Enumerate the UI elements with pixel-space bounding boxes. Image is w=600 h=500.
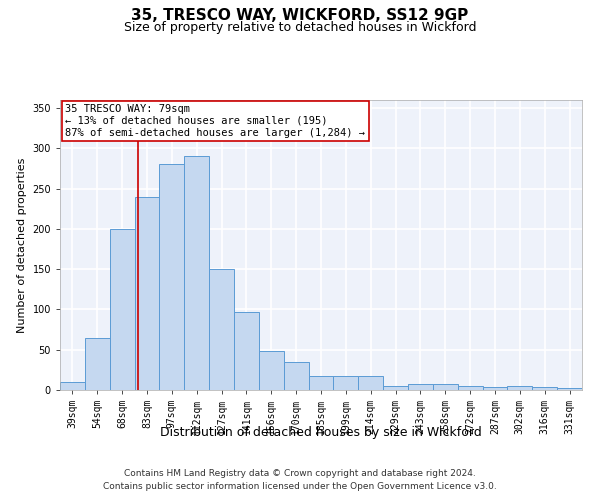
Bar (408, 384, 433, 390)
Bar (458, 386, 482, 390)
Text: Size of property relative to detached houses in Wickford: Size of property relative to detached ho… (124, 21, 476, 34)
Y-axis label: Number of detached properties: Number of detached properties (17, 158, 27, 332)
Bar (334, 376, 358, 390)
Text: 35 TRESCO WAY: 79sqm
← 13% of detached houses are smaller (195)
87% of semi-deta: 35 TRESCO WAY: 79sqm ← 13% of detached h… (65, 104, 365, 138)
Bar (60, 382, 85, 390)
Text: Contains public sector information licensed under the Open Government Licence v3: Contains public sector information licen… (103, 482, 497, 491)
Text: Distribution of detached houses by size in Wickford: Distribution of detached houses by size … (160, 426, 482, 439)
Bar (85, 338, 110, 390)
Bar (259, 352, 284, 390)
Bar (557, 388, 582, 390)
Bar (134, 196, 160, 390)
Bar (482, 387, 508, 390)
Bar (234, 312, 259, 390)
Bar (433, 384, 458, 390)
Bar (358, 376, 383, 390)
Bar (110, 229, 134, 390)
Bar (308, 376, 334, 390)
Bar (383, 386, 408, 390)
Bar (284, 362, 308, 390)
Bar (209, 269, 234, 390)
Bar (532, 387, 557, 390)
Text: Contains HM Land Registry data © Crown copyright and database right 2024.: Contains HM Land Registry data © Crown c… (124, 468, 476, 477)
Bar (508, 386, 532, 390)
Text: 35, TRESCO WAY, WICKFORD, SS12 9GP: 35, TRESCO WAY, WICKFORD, SS12 9GP (131, 8, 469, 22)
Bar (160, 164, 184, 390)
Bar (184, 156, 209, 390)
